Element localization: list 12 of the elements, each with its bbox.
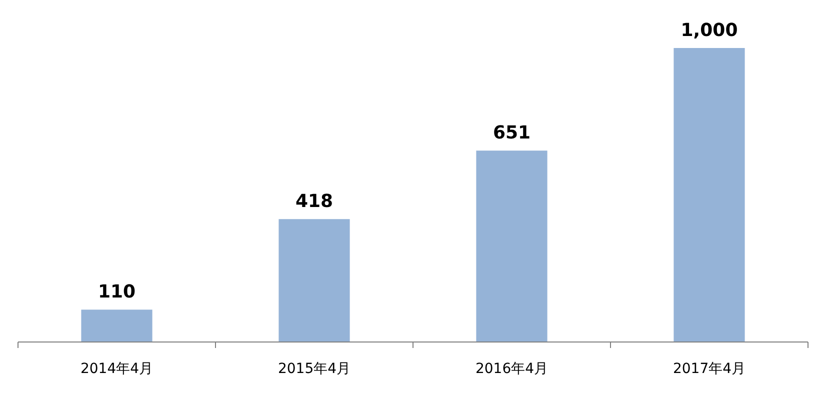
bar [81,310,152,342]
data-label: 1,000 [680,20,738,41]
bar [278,219,350,342]
x-tick-label: 2016年4月 [475,361,548,377]
data-label: 110 [98,282,136,303]
x-tick-label: 2015年4月 [278,361,351,377]
bar [476,150,548,342]
data-label: 418 [295,191,334,212]
bar [674,48,745,342]
x-tick-label: 2014年4月 [80,361,154,377]
x-tick-label: 2017年4月 [672,361,746,377]
data-label: 651 [492,122,531,144]
